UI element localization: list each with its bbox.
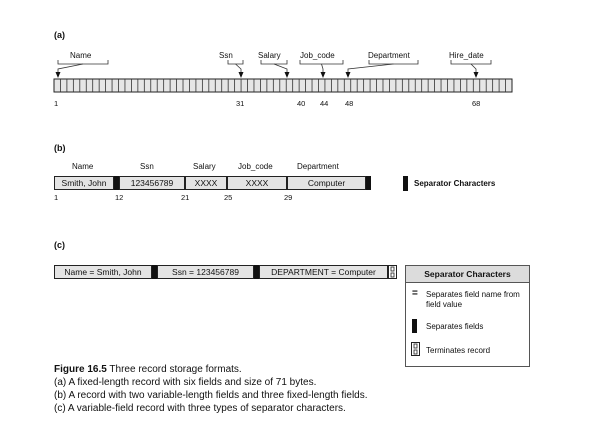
separator-legend-box: Separator Characters = Separates field n… [405, 265, 530, 367]
caption-line-c: (c) A variable-field record with three t… [54, 403, 346, 414]
field-span-bracket [450, 60, 492, 65]
field-start-arrow [320, 72, 326, 78]
legend-item-equals: Separates field name from field value [426, 290, 520, 309]
field-span-bracket [299, 60, 344, 65]
figure-caption-title: Figure 16.5 Three record storage formats… [54, 364, 242, 375]
separator-bar [254, 265, 259, 279]
record-segment-department: DEPARTMENT = Computer [259, 265, 388, 279]
field-pointer-line [347, 63, 394, 72]
field-span-bracket [368, 60, 419, 65]
field-start-arrow [55, 72, 61, 78]
legend-item-bar: Separates fields [426, 322, 484, 331]
position-label: 1 [54, 99, 59, 108]
equals-icon: = [412, 288, 418, 299]
position-label: 48 [345, 99, 354, 108]
position-label: 21 [181, 193, 190, 202]
separator-legend-label: Separator Characters [414, 179, 496, 188]
field-pointer-line [235, 63, 242, 72]
field-start-arrow [473, 72, 479, 78]
separator-bar [152, 265, 157, 279]
field-salary-label: Salary [258, 51, 281, 60]
separator-legend-title: Separator Characters [406, 266, 529, 283]
position-label: 31 [236, 99, 245, 108]
separator-bar [114, 176, 119, 190]
field-span-bracket [227, 60, 244, 65]
field-pointer-line [273, 63, 288, 72]
part-a-label: (a) [54, 30, 65, 40]
separator-bar [366, 176, 371, 190]
legend-item-terminator: Terminates record [426, 346, 491, 355]
position-label: 68 [472, 99, 481, 108]
figure-number: Figure 16.5 [54, 364, 107, 375]
position-label: 25 [224, 193, 233, 202]
field-pointer-line [321, 63, 324, 72]
field-span-bracket [57, 60, 109, 65]
position-label: 44 [320, 99, 329, 108]
position-label: 29 [284, 193, 293, 202]
separator-legend-bar [403, 176, 408, 191]
field-department-label: Department [368, 51, 410, 60]
part-c-label: (c) [54, 240, 65, 250]
field-ssn-label: Ssn [219, 51, 233, 60]
fixed-length-record-diagram [53, 60, 513, 93]
terminator-icon [411, 342, 420, 361]
record-field-salary: XXXX [185, 176, 227, 190]
record-field-department: Computer [287, 176, 366, 190]
caption-line-a: (a) A fixed-length record with six field… [54, 377, 317, 388]
record-segment-name: Name = Smith, John [54, 265, 152, 279]
field-pointer-line [57, 63, 84, 72]
figure-title: Three record storage formats. [109, 364, 242, 375]
position-label: 12 [115, 193, 124, 202]
field-start-arrow [345, 72, 351, 78]
field-pointer-line [470, 63, 477, 72]
record-field-job-code: XXXX [227, 176, 287, 190]
field-hire-date-label: Hire_date [449, 51, 484, 60]
field-job-code-label: Job_code [300, 51, 335, 60]
record-field-ssn: 123456789 [119, 176, 185, 190]
record-segment-ssn: Ssn = 123456789 [157, 265, 254, 279]
part-b-label: (b) [54, 143, 66, 153]
position-label: 1 [54, 193, 59, 202]
field-start-arrow [238, 72, 244, 78]
field-start-arrow [284, 72, 290, 78]
field-name-label: Name [70, 51, 92, 60]
header-department: Department [297, 162, 339, 171]
caption-line-b: (b) A record with two variable-length fi… [54, 390, 368, 401]
position-label: 40 [297, 99, 306, 108]
header-name: Name [72, 162, 94, 171]
record-strip [53, 78, 513, 93]
header-ssn: Ssn [140, 162, 154, 171]
field-span-bracket [260, 60, 288, 65]
record-field-name: Smith, John [54, 176, 114, 190]
header-job-code: Job_code [238, 162, 273, 171]
record-terminator-icon [388, 265, 397, 284]
separator-bar-icon [412, 319, 417, 333]
header-salary: Salary [193, 162, 216, 171]
